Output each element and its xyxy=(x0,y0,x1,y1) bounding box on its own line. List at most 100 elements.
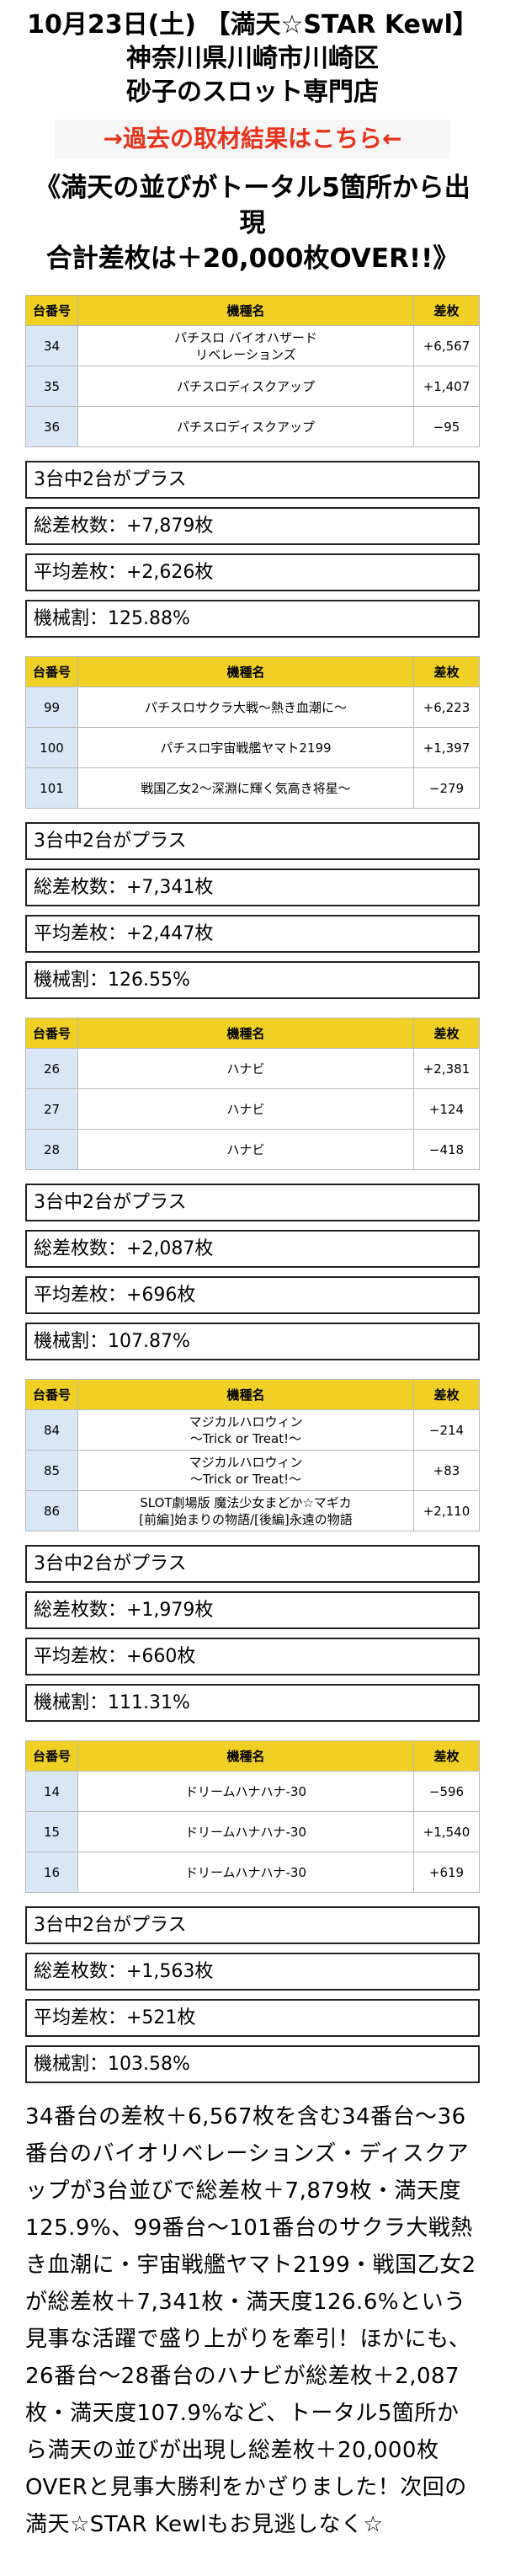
machine-name-line: パチスロディスクアップ xyxy=(177,419,315,435)
headline-line-2: 合計差枚は＋20,000枚OVER!!》 xyxy=(45,243,460,274)
machine-number: 99 xyxy=(25,687,78,728)
machine-name: ドリームハナハナ-30 xyxy=(77,1852,414,1893)
machine-number: 101 xyxy=(25,767,78,809)
archive-link[interactable]: →過去の取材結果はこちら← xyxy=(55,120,450,158)
total-diff-stat: 総差枚数：+7,879枚 xyxy=(25,507,480,545)
payout-rate-stat: 機械割：103.58% xyxy=(25,2045,480,2083)
machine-name-line: ハナビ xyxy=(226,1061,265,1077)
machine-name-line: パチスロ宇宙戦艦ヤマト2199 xyxy=(160,740,332,756)
machine-name: パチスロ バイオハザード リベレーションズ xyxy=(77,325,414,366)
column-number: 台番号 xyxy=(25,1740,78,1772)
machine-name: 戦国乙女2～深淵に輝く気高き将星～ xyxy=(77,767,414,809)
table-row: 35 パチスロディスクアップ +1,407 xyxy=(25,366,480,407)
column-diff: 差枚 xyxy=(413,295,480,326)
plus-count-stat: 3台中2台がプラス xyxy=(25,1184,480,1221)
table-row: 15 ドリームハナハナ-30 +1,540 xyxy=(25,1811,480,1852)
average-diff-stat: 平均差枚：+2,447枚 xyxy=(25,915,480,953)
machine-name-line: マジカルハロウィン xyxy=(189,1454,303,1470)
table-row: 27 ハナビ +124 xyxy=(25,1088,480,1130)
column-number: 台番号 xyxy=(25,295,78,326)
results-list: 台番号 機種名 差枚 34 パチスロ バイオハザード リベレーションズ +6,567 35 パチ… xyxy=(25,295,480,2083)
stats-block: 3台中2台がプラス 総差枚数：+2,087枚 平均差枚：+696枚 機械割：107.8… xyxy=(25,1184,480,1360)
machine-name: パチスロディスクアップ xyxy=(77,406,414,447)
machine-name: パチスロ宇宙戦艦ヤマト2199 xyxy=(77,727,414,768)
header: 10月23日(土) 【満天☆STAR Kewl】 神奈川県川崎市川崎区 砂子のス… xyxy=(25,8,480,276)
machine-table: 台番号 機種名 差枚 84 マジカルハロウィン ～Trick or Treat!～ −214… xyxy=(25,1379,480,1531)
machine-name-line: ハナビ xyxy=(226,1101,265,1117)
machine-name: マジカルハロウィン ～Trick or Treat!～ xyxy=(77,1409,414,1451)
machine-number: 84 xyxy=(25,1409,78,1451)
payout-rate-stat: 機械割：107.87% xyxy=(25,1323,480,1360)
machine-name: マジカルハロウィン ～Trick or Treat!～ xyxy=(77,1450,414,1491)
machine-name-line: ドリームハナハナ-30 xyxy=(184,1783,307,1799)
machine-name-line: 戦国乙女2～深淵に輝く気高き将星～ xyxy=(141,780,351,796)
table-row: 36 パチスロディスクアップ −95 xyxy=(25,406,480,447)
machine-number: 15 xyxy=(25,1811,78,1852)
machine-name-line: ～Trick or Treat!～ xyxy=(189,1471,302,1487)
machine-number: 34 xyxy=(25,325,78,366)
total-diff-stat: 総差枚数：+1,563枚 xyxy=(25,1953,480,1991)
location-line: 神奈川県川崎市川崎区 xyxy=(126,44,379,73)
table-row: 34 パチスロ バイオハザード リベレーションズ +6,567 xyxy=(25,325,480,366)
machine-number: 16 xyxy=(25,1852,78,1893)
machine-diff: +619 xyxy=(413,1852,480,1893)
column-machine: 機種名 xyxy=(77,295,414,326)
machine-diff: +2,381 xyxy=(413,1048,480,1089)
average-diff-stat: 平均差枚：+660枚 xyxy=(25,1638,480,1675)
column-machine: 機種名 xyxy=(77,1379,414,1410)
machine-name: パチスロサクラ大戦～熱き血潮に～ xyxy=(77,687,414,728)
machine-diff: −95 xyxy=(413,406,480,447)
machine-name: ハナビ xyxy=(77,1088,414,1130)
machine-number: 35 xyxy=(25,366,78,407)
table-row: 16 ドリームハナハナ-30 +619 xyxy=(25,1852,480,1893)
column-diff: 差枚 xyxy=(413,1379,480,1410)
machine-diff: −418 xyxy=(413,1129,480,1170)
table-row: 99 パチスロサクラ大戦～熱き血潮に～ +6,223 xyxy=(25,687,480,728)
machine-name-line: ハナビ xyxy=(226,1141,265,1157)
machine-name-line: パチスロディスクアップ xyxy=(177,378,315,394)
machine-diff: +6,567 xyxy=(413,325,480,366)
average-diff-stat: 平均差枚：+521枚 xyxy=(25,1999,480,2037)
page-title: 10月23日(土) 【満天☆STAR Kewl】 xyxy=(27,10,478,40)
table-row: 84 マジカルハロウィン ～Trick or Treat!～ −214 xyxy=(25,1409,480,1451)
machine-table: 台番号 機種名 差枚 34 パチスロ バイオハザード リベレーションズ +6,567 35 パチ… xyxy=(25,295,480,447)
machine-name-line: リベレーションズ xyxy=(195,346,296,362)
column-machine: 機種名 xyxy=(77,1740,414,1772)
table-header-row: 台番号 機種名 差枚 xyxy=(25,1740,480,1772)
machine-name: ドリームハナハナ-30 xyxy=(77,1771,414,1812)
machine-diff: +124 xyxy=(413,1088,480,1130)
column-number: 台番号 xyxy=(25,656,78,687)
machine-table: 台番号 機種名 差枚 14 ドリームハナハナ-30 −596 15 ドリームハナハナ-30 +1… xyxy=(25,1740,480,1893)
machine-number: 28 xyxy=(25,1129,78,1170)
total-diff-stat: 総差枚数：+7,341枚 xyxy=(25,868,480,906)
column-diff: 差枚 xyxy=(413,1740,480,1772)
average-diff-stat: 平均差枚：+2,626枚 xyxy=(25,553,480,591)
machine-name: パチスロディスクアップ xyxy=(77,366,414,407)
stats-block: 3台中2台がプラス 総差枚数：+7,879枚 平均差枚：+2,626枚 機械割：125… xyxy=(25,461,480,638)
payout-rate-stat: 機械割：111.31% xyxy=(25,1684,480,1722)
stats-block: 3台中2台がプラス 総差枚数：+1,563枚 平均差枚：+521枚 機械割：103.5… xyxy=(25,1906,480,2083)
table-header-row: 台番号 機種名 差枚 xyxy=(25,1018,480,1049)
table-row: 100 パチスロ宇宙戦艦ヤマト2199 +1,397 xyxy=(25,727,480,768)
machine-name: ハナビ xyxy=(77,1048,414,1089)
column-diff: 差枚 xyxy=(413,1018,480,1049)
payout-rate-stat: 機械割：126.55% xyxy=(25,961,480,999)
table-row: 14 ドリームハナハナ-30 −596 xyxy=(25,1771,480,1812)
machine-diff: +1,397 xyxy=(413,727,480,768)
machine-name-line: ドリームハナハナ-30 xyxy=(184,1824,307,1840)
machine-name: SLOT劇場版 魔法少女まどか☆マギカ [前編]始まりの物語/[後編]永遠の物語 xyxy=(77,1490,414,1531)
machine-name-line: [前編]始まりの物語/[後編]永遠の物語 xyxy=(139,1511,353,1527)
machine-name-line: SLOT劇場版 魔法少女まどか☆マギカ xyxy=(140,1494,352,1510)
column-machine: 機種名 xyxy=(77,1018,414,1049)
table-header-row: 台番号 機種名 差枚 xyxy=(25,656,480,687)
machine-number: 86 xyxy=(25,1490,78,1531)
machine-name: ハナビ xyxy=(77,1129,414,1170)
machine-diff: +83 xyxy=(413,1450,480,1491)
machine-number: 100 xyxy=(25,727,78,768)
store-line: 砂子のスロット専門店 xyxy=(126,77,379,107)
machine-name-line: パチスロサクラ大戦～熱き血潮に～ xyxy=(144,699,347,715)
column-machine: 機種名 xyxy=(77,656,414,687)
machine-number: 27 xyxy=(25,1088,78,1130)
stats-block: 3台中2台がプラス 総差枚数：+1,979枚 平均差枚：+660枚 機械割：111.3… xyxy=(25,1545,480,1722)
